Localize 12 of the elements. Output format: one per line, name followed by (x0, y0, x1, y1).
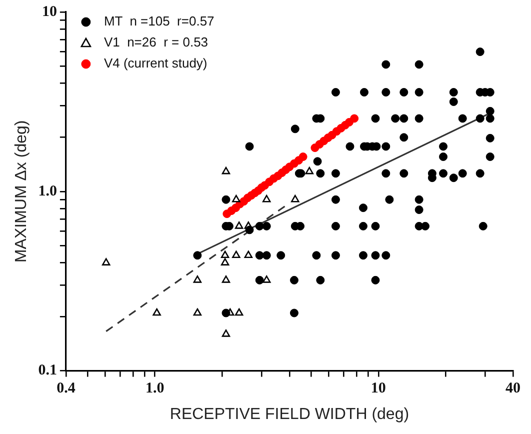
y-tick-label: 1.0 (38, 183, 57, 200)
y-tick-label: 10 (42, 4, 57, 20)
legend-label: V1 n=26 r = 0.53 (104, 34, 208, 50)
x-tick-label: 10 (370, 380, 386, 397)
y-axis-title: MAXIMUM Δx (deg) (13, 120, 30, 263)
x-tick-label: 1.0 (146, 380, 164, 397)
y-tick-label: 0.1 (38, 362, 57, 379)
x-axis-title: RECEPTIVE FIELD WIDTH (deg) (170, 406, 410, 423)
legend-label: V4 (current study) (104, 56, 208, 71)
x-tick-label: 40 (506, 380, 520, 397)
legend-label: MT n =105 r=0.57 (104, 14, 214, 29)
x-tick-label: 0.4 (56, 380, 76, 397)
